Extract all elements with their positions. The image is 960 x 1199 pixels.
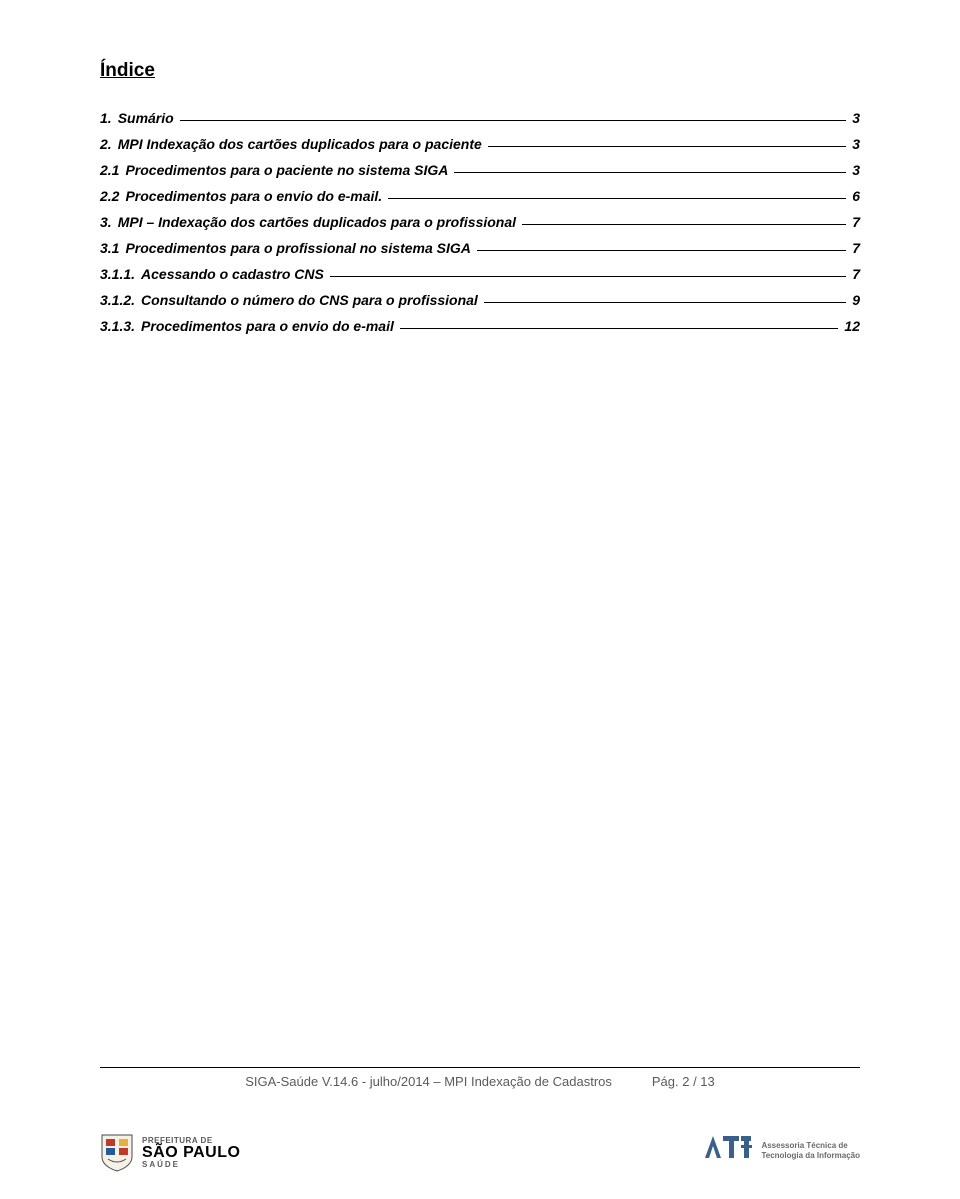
toc-entry-page: 7 — [852, 240, 860, 256]
atti-line2: Tecnologia da Informação — [761, 1151, 860, 1160]
toc-entry-label: Procedimentos para o envio do e-mail — [141, 318, 394, 334]
logo-line2: SÃO PAULO — [142, 1145, 240, 1161]
index-title: Índice — [100, 60, 860, 82]
toc-row: 2.2 Procedimentos para o envio do e-mail.… — [100, 188, 860, 204]
toc-entry-page: 12 — [844, 318, 860, 334]
toc-entry-label: Consultando o número do CNS para o profi… — [141, 292, 478, 308]
toc-entry-label: Acessando o cadastro CNS — [141, 266, 324, 282]
toc-leader-line — [388, 198, 846, 199]
toc-row: 3. MPI – Indexação dos cartões duplicados… — [100, 214, 860, 230]
toc-row: 3.1 Procedimentos para o profissional no … — [100, 240, 860, 256]
toc-row: 3.1.2. Consultando o número do CNS para o… — [100, 292, 860, 308]
toc-leader-line — [330, 276, 846, 277]
toc-leader-line — [400, 328, 839, 329]
toc-leader-line — [454, 172, 846, 173]
atti-line1: Assessoria Técnica de — [761, 1141, 860, 1150]
toc-entry-label: Procedimentos para o envio do e-mail. — [125, 188, 382, 204]
footer-left: SIGA-Saúde V.14.6 - julho/2014 – MPI Ind… — [245, 1074, 612, 1089]
footer: SIGA-Saúde V.14.6 - julho/2014 – MPI Ind… — [100, 1067, 860, 1089]
toc-row: 3.1.3. Procedimentos para o envio do e-ma… — [100, 318, 860, 334]
toc-entry-label: MPI Indexação dos cartões duplicados par… — [118, 136, 482, 152]
toc-entry-page: 7 — [852, 266, 860, 282]
toc-entry-label: Procedimentos para o profissional no sis… — [125, 240, 470, 256]
toc-entry-number: 3.1.2. — [100, 292, 135, 308]
toc-row: 2.1 Procedimentos para o paciente no sist… — [100, 162, 860, 178]
logo-prefeitura-text: PREFEITURA DE SÃO PAULO SAÚDE — [142, 1137, 240, 1169]
toc-entry-page: 7 — [852, 214, 860, 230]
toc-entry-page: 3 — [852, 136, 860, 152]
logo-atti: Assessoria Técnica de Tecnologia da Info… — [701, 1128, 860, 1173]
footer-text: SIGA-Saúde V.14.6 - julho/2014 – MPI Ind… — [100, 1074, 860, 1089]
toc-leader-line — [488, 146, 846, 147]
footer-right: Pág. 2 / 13 — [652, 1074, 715, 1089]
toc-entry-page: 9 — [852, 292, 860, 308]
toc-entry-number: 3. — [100, 214, 112, 230]
toc-entry-number: 3.1.1. — [100, 266, 135, 282]
toc-entry-number: 2.1 — [100, 162, 119, 178]
toc-leader-line — [477, 250, 846, 251]
footer-rule — [100, 1067, 860, 1068]
toc-leader-line — [522, 224, 846, 225]
table-of-contents: 1. Sumário 3 2. MPI Indexação dos cartões du… — [100, 110, 860, 334]
toc-row: 2. MPI Indexação dos cartões duplicados p… — [100, 136, 860, 152]
toc-entry-number: 2.2 — [100, 188, 119, 204]
toc-entry-label: MPI – Indexação dos cartões duplicados p… — [118, 214, 516, 230]
toc-entry-page: 3 — [852, 110, 860, 126]
toc-entry-page: 6 — [852, 188, 860, 204]
toc-entry-label: Procedimentos para o paciente no sistema… — [125, 162, 448, 178]
toc-entry-label: Sumário — [118, 110, 174, 126]
toc-row: 1. Sumário 3 — [100, 110, 860, 126]
toc-entry-page: 3 — [852, 162, 860, 178]
atti-icon — [701, 1128, 753, 1173]
toc-leader-line — [484, 302, 846, 303]
shield-icon — [100, 1133, 134, 1173]
toc-entry-number: 1. — [100, 110, 112, 126]
logo-prefeitura: PREFEITURA DE SÃO PAULO SAÚDE — [100, 1133, 240, 1173]
page: Índice 1. Sumário 3 2. MPI Indexação dos car… — [0, 0, 960, 1199]
toc-leader-line — [180, 120, 847, 121]
toc-entry-number: 3.1 — [100, 240, 119, 256]
toc-entry-number: 2. — [100, 136, 112, 152]
logo-atti-text: Assessoria Técnica de Tecnologia da Info… — [761, 1141, 860, 1159]
logos-bar: PREFEITURA DE SÃO PAULO SAÚDE — [100, 1128, 860, 1173]
toc-row: 3.1.1. Acessando o cadastro CNS 7 — [100, 266, 860, 282]
toc-entry-number: 3.1.3. — [100, 318, 135, 334]
logo-line3: SAÚDE — [142, 1161, 240, 1169]
